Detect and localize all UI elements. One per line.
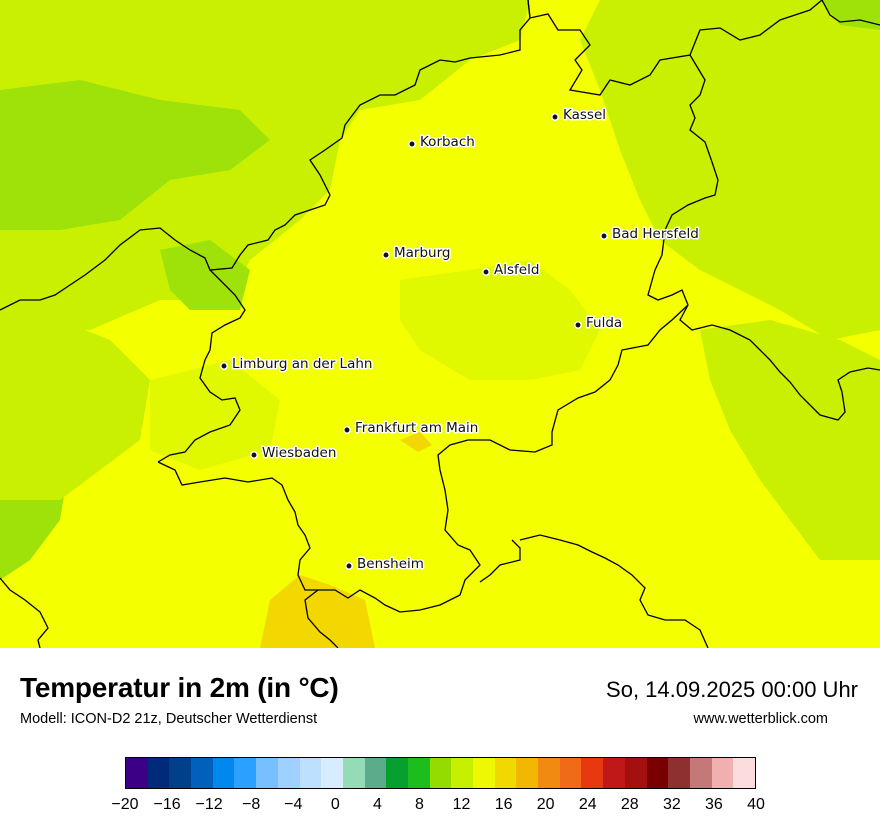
color-swatch bbox=[147, 758, 170, 788]
city-label-bad-hersfeld: Bad Hersfeld bbox=[612, 226, 699, 242]
city-label-kassel: Kassel bbox=[563, 107, 606, 123]
color-swatch bbox=[538, 758, 560, 788]
color-swatch bbox=[407, 758, 430, 788]
zone-lime-north bbox=[0, 0, 530, 340]
zone-lime-east bbox=[700, 320, 880, 560]
city-dot-bad-hersfeld bbox=[600, 232, 608, 240]
scale-tick-label: −8 bbox=[242, 796, 261, 813]
city-dot-wiesbaden bbox=[250, 451, 258, 459]
color-swatch bbox=[516, 758, 539, 788]
city-label-fulda: Fulda bbox=[586, 315, 622, 331]
border-rlp-south bbox=[157, 461, 318, 591]
color-swatch bbox=[299, 758, 322, 788]
zone-limedark-northwest bbox=[0, 80, 270, 230]
forecast-datetime: So, 14.09.2025 00:00 Uhr bbox=[606, 677, 858, 702]
city-dot-marburg bbox=[382, 251, 390, 259]
color-swatch bbox=[364, 758, 387, 788]
color-swatch bbox=[603, 758, 625, 788]
city-label-alsfeld: Alsfeld bbox=[494, 262, 539, 278]
color-swatch bbox=[451, 758, 473, 788]
city-label-korbach: Korbach bbox=[420, 134, 475, 150]
model-subtitle: Modell: ICON-D2 21z, Deutscher Wetterdie… bbox=[20, 711, 318, 727]
scale-tick-label: −12 bbox=[195, 796, 223, 813]
temperature-map[interactable]: Kassel Korbach Bad Hersfeld Marburg Alsfeld F… bbox=[0, 0, 880, 648]
city-dot-kassel bbox=[551, 113, 559, 121]
scale-tick-label: −4 bbox=[284, 796, 303, 813]
map-title: Temperatur in 2m (in °C) bbox=[20, 672, 339, 703]
border-southeast-small bbox=[479, 539, 521, 583]
city-dot-frankfurt-am-main bbox=[343, 426, 351, 434]
website-link[interactable]: www.wetterblick.com bbox=[693, 711, 828, 727]
zone-lime-west bbox=[0, 320, 150, 500]
color-scale-ticks: −20 −16 −12 −8 −4 0 4 8 12 16 20 24 28 32 36 40 bbox=[0, 796, 880, 820]
scale-tick-label: 4 bbox=[372, 796, 382, 813]
border-south-bavaria bbox=[519, 534, 709, 648]
color-swatch bbox=[559, 758, 582, 788]
zone-yellowlime-center bbox=[400, 260, 600, 380]
scale-tick-label: 0 bbox=[330, 796, 340, 813]
state-borders bbox=[0, 0, 880, 648]
color-swatch bbox=[429, 758, 452, 788]
color-swatch bbox=[581, 758, 604, 788]
scale-tick-label: −16 bbox=[153, 796, 181, 813]
border-rlp-west bbox=[157, 269, 246, 463]
city-markers: Kassel Korbach Bad Hersfeld Marburg Alsfeld F… bbox=[220, 106, 700, 574]
color-swatch bbox=[169, 758, 192, 788]
city-dot-alsfeld bbox=[482, 268, 490, 276]
color-swatch bbox=[256, 758, 278, 788]
zone-limedark-northeast bbox=[820, 0, 880, 30]
scale-tick-label: 28 bbox=[620, 796, 639, 813]
color-swatch bbox=[494, 758, 517, 788]
color-swatch bbox=[711, 758, 734, 788]
color-swatch bbox=[646, 758, 669, 788]
city-label-marburg: Marburg bbox=[394, 245, 450, 261]
zone-yellowlime-west bbox=[150, 360, 280, 470]
border-hesse-east bbox=[821, 0, 880, 26]
city-label-limburg-an-der-lahn: Limburg an der Lahn bbox=[232, 356, 372, 372]
border-hesse-southeast bbox=[304, 304, 689, 648]
city-dot-korbach bbox=[408, 140, 416, 148]
scale-tick-label: 20 bbox=[536, 796, 555, 813]
scale-tick-label: 8 bbox=[415, 796, 424, 813]
city-label-bensheim: Bensheim bbox=[357, 556, 424, 572]
scale-tick-label: 32 bbox=[662, 796, 681, 813]
color-swatch bbox=[126, 758, 148, 788]
color-swatch bbox=[386, 758, 408, 788]
temperature-zones bbox=[0, 0, 880, 648]
color-swatch bbox=[473, 758, 495, 788]
border-hesse bbox=[527, 0, 823, 96]
color-swatch bbox=[234, 758, 257, 788]
color-swatch bbox=[212, 758, 235, 788]
scale-tick-label: −20 bbox=[111, 796, 139, 813]
zone-limedark-west bbox=[160, 240, 250, 310]
color-swatch bbox=[668, 758, 690, 788]
scale-tick-label: 16 bbox=[494, 796, 513, 813]
border-hesse-east2 bbox=[647, 54, 880, 421]
city-dot-limburg-an-der-lahn bbox=[220, 362, 228, 370]
map-canvas: Kassel Korbach Bad Hersfeld Marburg Alsfeld F… bbox=[0, 0, 880, 648]
border-southwest bbox=[0, 577, 49, 648]
city-label-wiesbaden: Wiesbaden bbox=[262, 445, 336, 461]
border-hesse-north bbox=[0, 0, 531, 311]
zone-lime-northeast bbox=[580, 0, 880, 340]
scale-tick-label: 12 bbox=[452, 796, 471, 813]
zone-gold-south bbox=[260, 575, 375, 648]
color-swatch bbox=[277, 758, 300, 788]
scale-tick-label: 40 bbox=[747, 796, 765, 813]
zone-gold-frankfurt bbox=[400, 432, 432, 452]
color-swatch bbox=[733, 758, 755, 788]
color-swatch bbox=[342, 758, 365, 788]
color-swatch bbox=[689, 758, 712, 788]
scale-tick-label: 24 bbox=[578, 796, 597, 813]
scale-tick-label: 36 bbox=[705, 796, 723, 813]
color-scale-bar bbox=[125, 757, 756, 789]
city-label-frankfurt-am-main: Frankfurt am Main bbox=[355, 420, 478, 436]
color-swatch bbox=[191, 758, 213, 788]
color-swatch bbox=[321, 758, 343, 788]
city-dot-bensheim bbox=[345, 562, 353, 570]
color-swatch bbox=[624, 758, 647, 788]
city-dot-fulda bbox=[574, 321, 582, 329]
